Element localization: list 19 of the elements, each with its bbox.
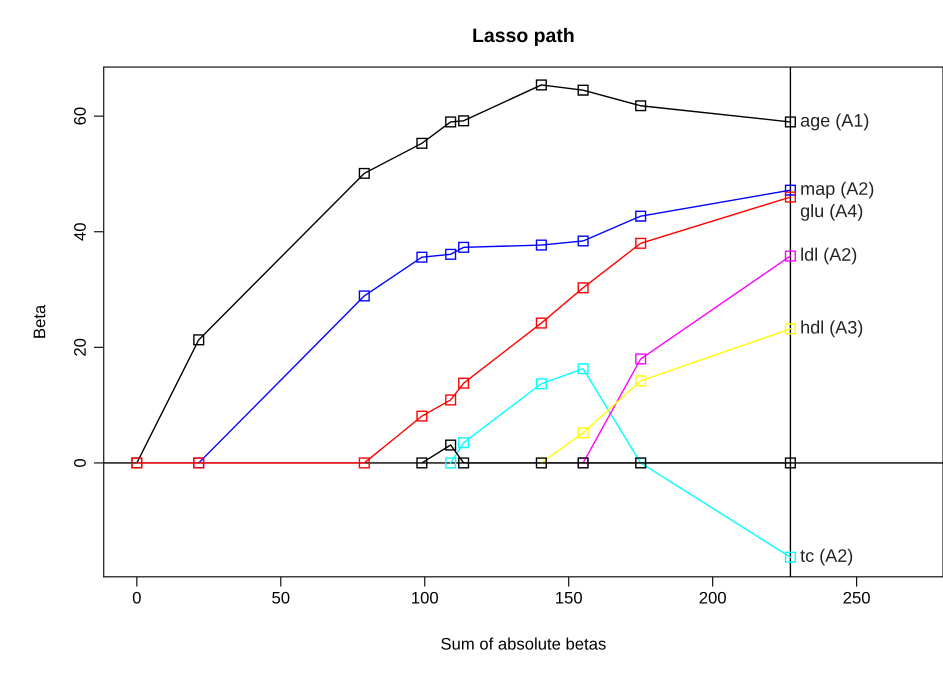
x-tick-label: 0 [132,592,141,604]
y-tick-label: 60 [74,108,86,125]
x-axis-title: Sum of absolute betas [441,637,606,650]
x-tick-label: 100 [412,592,438,604]
x-tick-label: 200 [700,592,726,604]
y-tick-label: 0 [74,458,86,467]
x-tick-label: 250 [844,592,870,604]
y-axis-title: Beta [34,304,46,338]
y-tick-label: 20 [74,338,86,356]
chart-title: Lasso path [473,28,574,46]
x-tick-label: 150 [556,592,582,604]
series-label: hdl (A3) [801,320,862,338]
series-label: age (A1) [800,114,868,130]
series-label: glu (A4) [800,204,862,221]
y-tick-label: 40 [74,223,86,241]
series-label: map (A2) [801,182,874,199]
series-label: ldl (A2) [801,248,856,264]
series-label: tc (A2) [800,548,852,566]
x-tick-label: 50 [272,592,290,604]
